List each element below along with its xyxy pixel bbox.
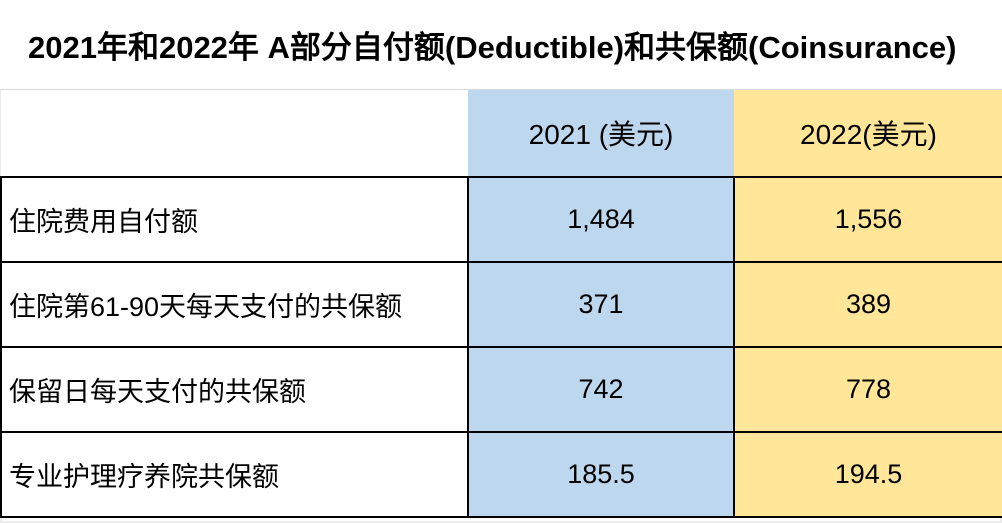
value-2021-reserve-day-coinsurance: 742 [467, 346, 735, 433]
row-label-reserve-day-coinsurance: 保留日每天支付的共保额 [0, 346, 469, 433]
value-2021-day61-90-coinsurance: 371 [467, 261, 735, 348]
header-blank-cell [1, 90, 468, 177]
value-2021-snf-coinsurance: 185.5 [467, 431, 735, 518]
table-row: 保留日每天支付的共保额 742 778 [0, 346, 1002, 433]
value-2022-inpatient-deductible: 1,556 [733, 176, 1002, 263]
row-label-snf-coinsurance: 专业护理疗养院共保额 [0, 431, 469, 518]
header-row: 2021 (美元) 2022(美元) [1, 90, 1002, 177]
row-label-day61-90-coinsurance: 住院第61-90天每天支付的共保额 [0, 261, 469, 348]
deductible-coinsurance-table: 2021 (美元) 2022(美元) 住院费用自付额 1,484 1,556 住… [0, 90, 1002, 518]
value-2022-snf-coinsurance: 194.5 [733, 431, 1002, 518]
table-row: 专业护理疗养院共保额 185.5 194.5 [0, 431, 1002, 518]
header-2021: 2021 (美元) [468, 90, 734, 177]
table-row: 住院第61-90天每天支付的共保额 371 389 [0, 261, 1002, 348]
table-title-bar: 2021年和2022年 A部分自付额(Deductible)和共保额(Coins… [0, 0, 1002, 90]
header-2022: 2022(美元) [734, 90, 1002, 177]
page-title: 2021年和2022年 A部分自付额(Deductible)和共保额(Coins… [28, 30, 957, 65]
value-2022-day61-90-coinsurance: 389 [733, 261, 1002, 348]
value-2021-inpatient-deductible: 1,484 [467, 176, 735, 263]
table-row: 住院费用自付额 1,484 1,556 [0, 176, 1002, 263]
value-2022-reserve-day-coinsurance: 778 [733, 346, 1002, 433]
row-label-inpatient-deductible: 住院费用自付额 [0, 176, 469, 263]
